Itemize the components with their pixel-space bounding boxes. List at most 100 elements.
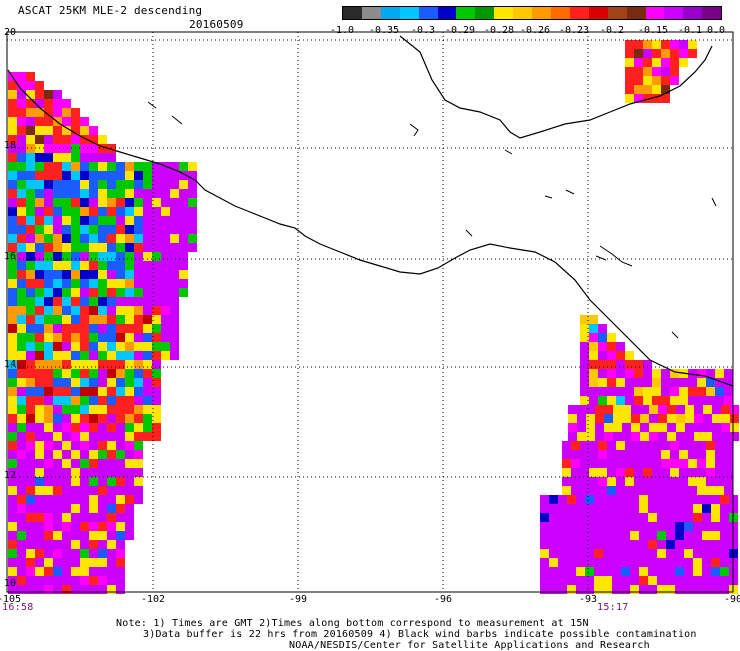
swath-cell <box>8 108 17 117</box>
swath-cell <box>26 486 35 495</box>
swath-cell <box>107 513 116 522</box>
swath-cell <box>170 315 179 324</box>
swath-cell <box>152 279 161 288</box>
swath-cell <box>661 396 670 405</box>
swath-cell <box>658 432 667 441</box>
swath-cell <box>715 396 724 405</box>
swath-cell <box>116 513 125 522</box>
swath-cell <box>152 162 161 171</box>
swath-cell <box>8 216 17 225</box>
swath-cell <box>612 567 621 576</box>
swath-cell <box>643 441 652 450</box>
swath-cell <box>549 513 558 522</box>
swath-cell <box>71 324 80 333</box>
swath-cell <box>594 504 603 513</box>
swath-cell <box>35 162 44 171</box>
swath-cell <box>724 396 733 405</box>
swath-cell <box>625 396 634 405</box>
swath-cell <box>26 261 35 270</box>
swath-cell <box>179 180 188 189</box>
swath-cell <box>8 351 17 360</box>
swath-cell <box>684 513 693 522</box>
swath-cell <box>589 387 598 396</box>
swath-cell <box>134 432 143 441</box>
swath-cell <box>658 414 667 423</box>
swath-cell <box>116 306 125 315</box>
swath-cell <box>80 297 89 306</box>
swath-cell <box>152 198 161 207</box>
swath-cell <box>89 369 98 378</box>
swath-cell <box>53 279 62 288</box>
swath-cell <box>35 396 44 405</box>
swath-cell <box>652 94 661 103</box>
swath-cell <box>585 558 594 567</box>
swath-cell <box>17 207 26 216</box>
swath-cell <box>540 495 549 504</box>
swath-cell <box>648 585 657 594</box>
swath-cell <box>8 126 17 135</box>
swath-cell <box>35 153 44 162</box>
swath-cell <box>125 324 134 333</box>
swath-cell <box>116 414 125 423</box>
swath-cell <box>17 495 26 504</box>
swath-cell <box>711 513 720 522</box>
swath-cell <box>652 387 661 396</box>
swath-cell <box>631 432 640 441</box>
swath-cell <box>643 67 652 76</box>
swath-cell <box>576 522 585 531</box>
swath-cell <box>44 432 53 441</box>
swath-cell <box>684 522 693 531</box>
swath-cell <box>26 198 35 207</box>
swath-cell <box>188 171 197 180</box>
swath-cell <box>657 540 666 549</box>
swath-cell <box>35 468 44 477</box>
swath-cell <box>143 423 152 432</box>
swath-cell <box>143 252 152 261</box>
swath-cell <box>71 369 80 378</box>
swath-cell <box>598 342 607 351</box>
swath-cell <box>634 468 643 477</box>
swath-cell <box>540 504 549 513</box>
swath-cell <box>161 342 170 351</box>
swath-cell <box>703 405 712 414</box>
swath-cell <box>706 378 715 387</box>
swath-cell <box>44 135 53 144</box>
swath-cell <box>630 495 639 504</box>
swath-cell <box>116 360 125 369</box>
longitude-label: -93 <box>578 594 598 605</box>
footer-note-line-3: NOAA/NESDIS/Center for Satellite Applica… <box>289 640 650 651</box>
swath-cell <box>35 234 44 243</box>
swath-cell <box>80 207 89 216</box>
swath-cell <box>53 252 62 261</box>
swath-cell <box>98 243 107 252</box>
swath-cell <box>702 549 711 558</box>
swath-cell <box>98 288 107 297</box>
swath-cell <box>44 396 53 405</box>
swath-cell <box>26 558 35 567</box>
swath-cell <box>706 369 715 378</box>
swath-cell <box>71 153 80 162</box>
swath-cell <box>17 297 26 306</box>
swath-cell <box>44 531 53 540</box>
swath-cell <box>80 117 89 126</box>
swath-cell <box>730 423 739 432</box>
swath-cell <box>576 513 585 522</box>
swath-cell <box>44 351 53 360</box>
swath-cell <box>143 225 152 234</box>
swath-cell <box>8 558 17 567</box>
swath-cell <box>107 405 116 414</box>
swath-cell <box>675 513 684 522</box>
swath-cell <box>80 351 89 360</box>
swath-cell <box>17 414 26 423</box>
swath-cell <box>684 567 693 576</box>
swath-cell <box>558 585 567 594</box>
swath-cell <box>8 315 17 324</box>
swath-cell <box>688 468 697 477</box>
swath-cell <box>631 405 640 414</box>
swath-cell <box>98 423 107 432</box>
swath-cell <box>639 576 648 585</box>
swath-cell <box>71 531 80 540</box>
swath-cell <box>125 315 134 324</box>
swath-cell <box>80 234 89 243</box>
swath-cell <box>125 414 134 423</box>
